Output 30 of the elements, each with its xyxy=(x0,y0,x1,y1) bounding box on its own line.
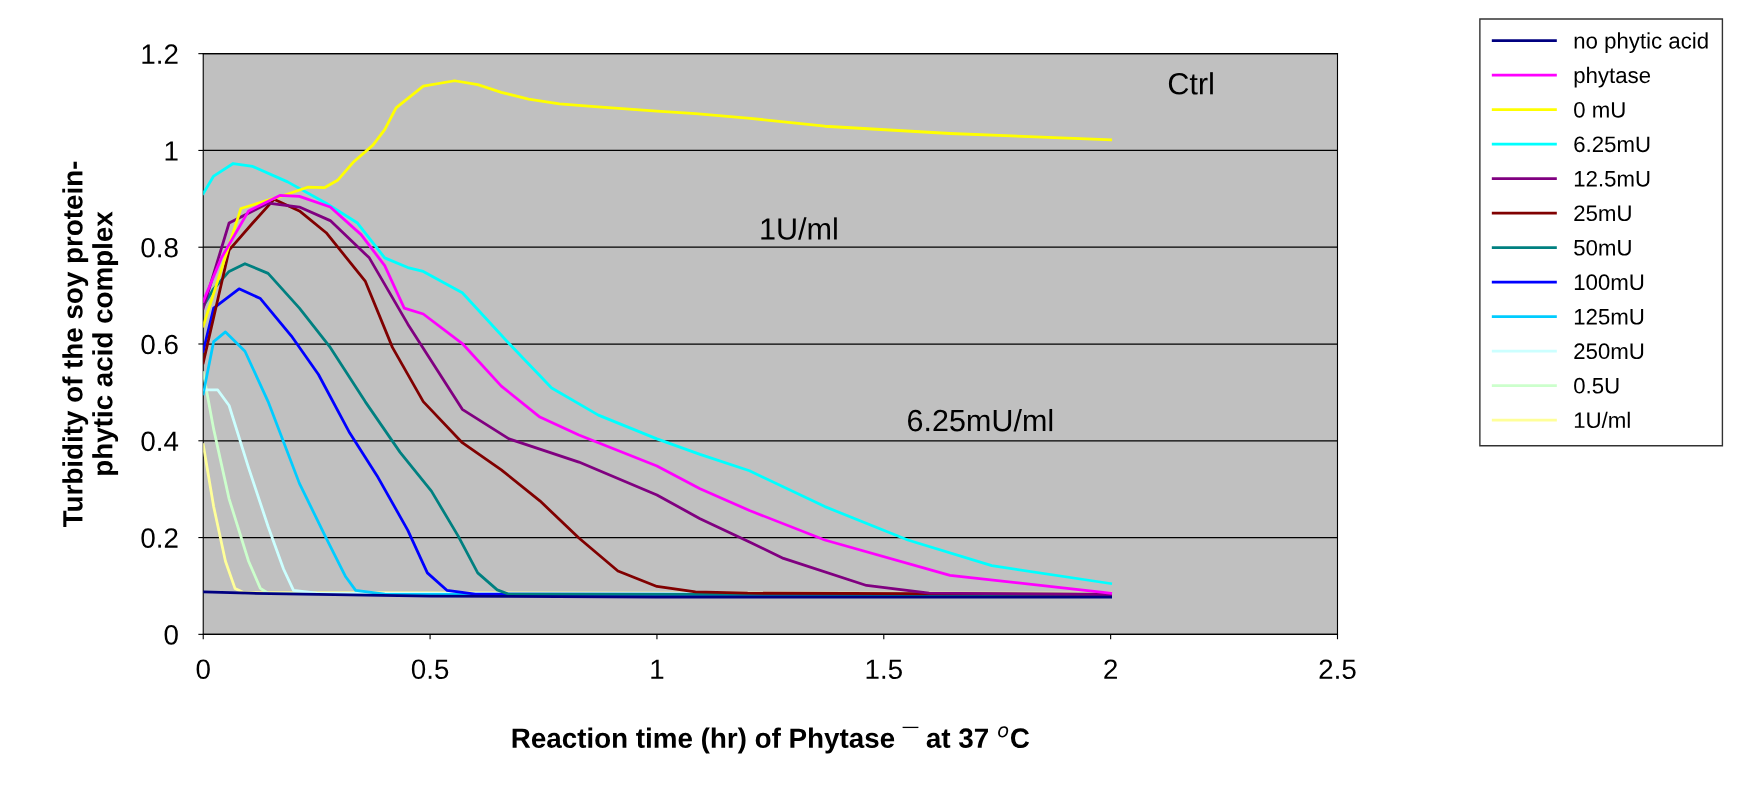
legend-label: 125mU xyxy=(1574,308,1644,325)
y-tick-label: 0 xyxy=(164,625,178,645)
y-tick-label: 0.2 xyxy=(141,528,178,548)
annotation: 6.25mU/ml xyxy=(908,408,1053,432)
x-axis-title: Reaction time (hr) of Phytase ¯ at 37 $^{o}$C xyxy=(512,726,1030,754)
y-axis-title: Turbidity of the soy protein- phytic acid complex xyxy=(62,161,119,528)
x-tick-label: 2.5 xyxy=(1319,659,1356,680)
legend-label: 25mU xyxy=(1574,205,1631,222)
y-tick-label: 1 xyxy=(165,141,178,161)
legend-label: 0 mU xyxy=(1574,101,1625,118)
x-tick-label: 0 xyxy=(196,659,210,680)
legend-label: 1U/ml xyxy=(1574,411,1630,429)
legend-label: phytase xyxy=(1574,66,1651,88)
legend-label: no phytic acid xyxy=(1574,32,1708,54)
legend-label: 50mU xyxy=(1574,239,1631,256)
y-tick-label: 0.8 xyxy=(141,237,178,258)
legend-label: 12.5mU xyxy=(1574,170,1650,187)
x-tick-label: 1.5 xyxy=(866,659,902,680)
annotation: 1U/ml xyxy=(761,217,837,240)
legend-label: 0.5U xyxy=(1574,377,1619,394)
x-tick-label: 0.5 xyxy=(411,659,449,680)
x-tick-label: 1 xyxy=(651,659,664,679)
legend-label: 6.25mU xyxy=(1574,136,1650,153)
y-tick-label: 1.2 xyxy=(142,44,178,64)
x-tick-label: 2 xyxy=(1104,659,1117,679)
annotation: Ctrl xyxy=(1168,72,1213,95)
y-tick-label: 0.6 xyxy=(141,334,178,355)
legend-label: 100mU xyxy=(1574,274,1644,291)
y-tick-label: 0.4 xyxy=(141,431,179,452)
legend-label: 250mU xyxy=(1574,343,1644,360)
